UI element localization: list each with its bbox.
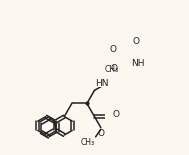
Text: O: O (97, 128, 104, 137)
Text: NH: NH (131, 59, 145, 68)
Text: O: O (133, 37, 140, 46)
Text: O: O (109, 45, 116, 54)
Text: CH₃: CH₃ (81, 138, 95, 147)
Text: HN: HN (95, 79, 109, 88)
Text: O: O (112, 110, 119, 119)
Text: CH₃: CH₃ (105, 65, 119, 74)
Text: O: O (110, 64, 117, 73)
